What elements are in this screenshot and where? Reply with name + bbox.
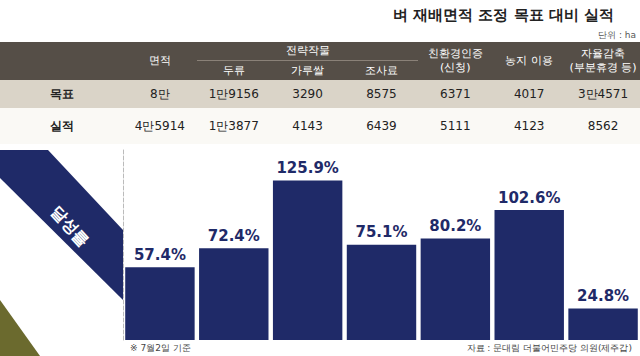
html-text:단위 : ha: 단위 : ha [598,30,636,40]
html-text:자율감축 (부분휴경 등): 자율감축 (부분휴경 등) [569,47,637,74]
svg-text:달성률: 달성률 [47,202,94,250]
svg-text:24.8%: 24.8% [577,287,629,305]
html-text:1만3877: 1만3877 [208,118,259,133]
html-text:1만9156: 1만9156 [208,86,259,101]
html-text:3만4571: 3만4571 [578,86,629,101]
svg-text:75.1%: 75.1% [355,223,407,241]
html-text:4만5914: 4만5914 [134,118,185,133]
html-text:친환경인증 (신청): 친환경인증 (신청) [427,47,483,74]
svg-text:102.6%: 102.6% [498,189,560,207]
html-text:두류: 두류 [222,63,245,77]
html-text:8575: 8575 [366,87,397,101]
html-text:4143: 4143 [292,119,323,133]
html-text:전략작물: 전략작물 [285,44,330,58]
html-text:자료 : 문대림 더불어민주당 의원(제주갑): 자료 : 문대림 더불어민주당 의원(제주갑) [466,343,632,353]
html-text:실적: 실적 [49,118,74,133]
svg-text:80.2%: 80.2% [429,217,481,235]
html-text:벼 재배면적 조정 목표 대비 실적: 벼 재배면적 조정 목표 대비 실적 [392,6,614,24]
html-text:6439: 6439 [366,119,397,133]
html-text:조사료: 조사료 [365,63,398,77]
html-text:5111: 5111 [440,119,471,133]
html-text:※ 7월2일 기준: ※ 7월2일 기준 [130,343,191,353]
svg-text:72.4%: 72.4% [208,227,260,245]
html-text:4123: 4123 [513,119,545,133]
html-text:8만: 8만 [150,86,170,101]
svg-text:57.4%: 57.4% [134,246,186,264]
html-text:6371: 6371 [440,87,471,101]
html-text:8562: 8562 [587,119,619,133]
html-text:3290: 3290 [292,87,323,101]
html-text:가루쌀: 가루쌀 [291,63,325,77]
html-text:면적: 면적 [148,54,171,68]
svg-text:125.9%: 125.9% [276,159,338,177]
html-text:목표: 목표 [49,86,74,101]
html-text:농지 이용: 농지 이용 [505,54,553,68]
html-text:4017: 4017 [513,87,545,101]
